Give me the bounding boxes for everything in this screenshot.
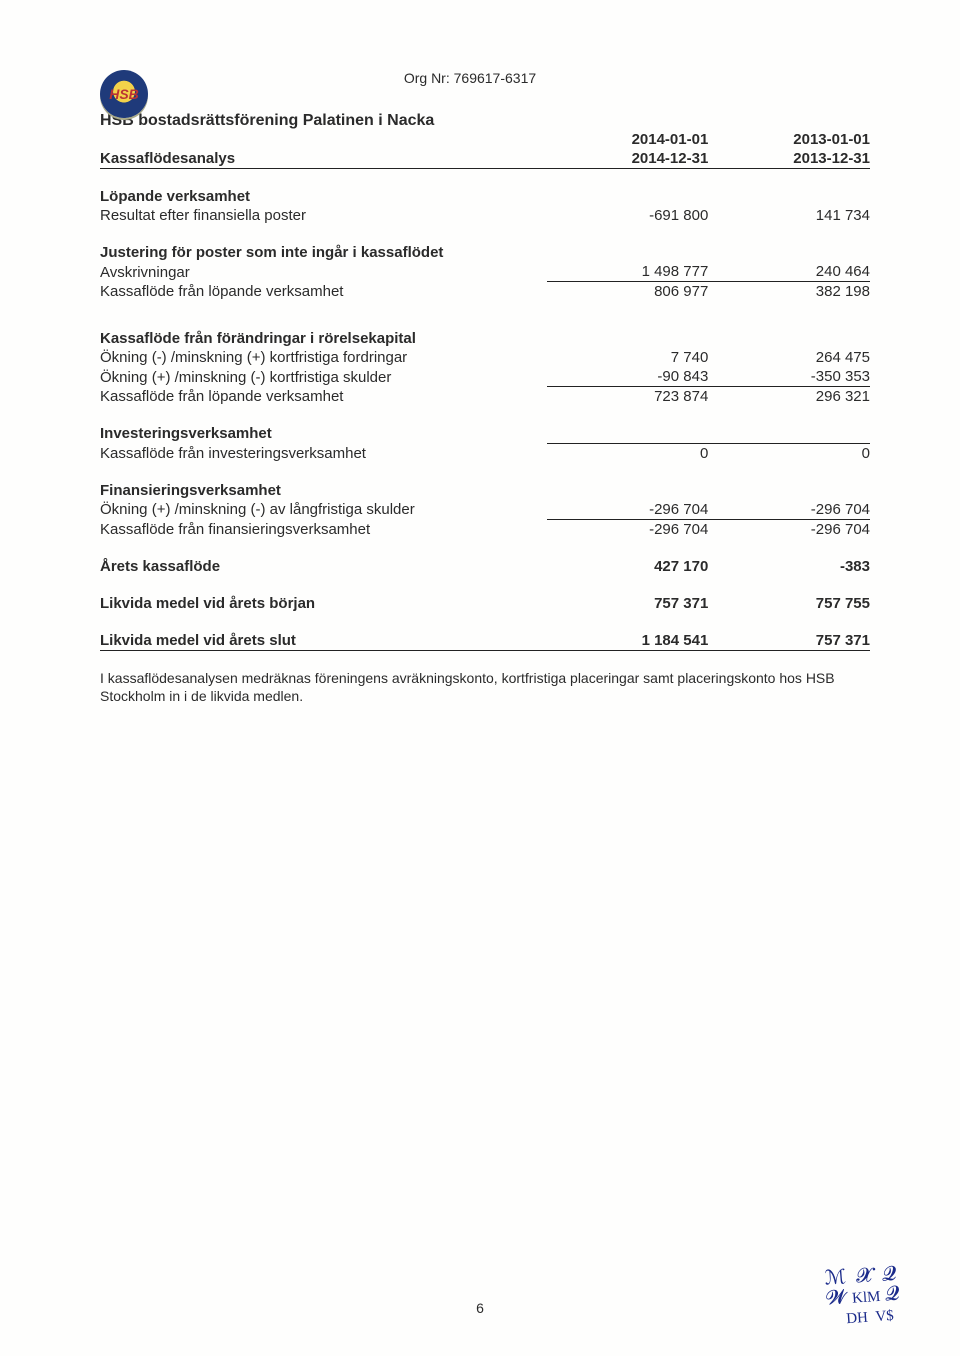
row-val-c1: 1 184 541	[547, 631, 709, 651]
row-label: Resultat efter finansiella poster	[100, 206, 547, 225]
section-heading: Kassaflöde från förändringar i rörelseka…	[100, 329, 547, 348]
row-label: Ökning (+) /minskning (-) kortfristiga s…	[100, 367, 547, 387]
row-val-c1: 757 371	[547, 594, 709, 613]
row-val-c1: 1 498 777	[547, 262, 709, 282]
row-label: Årets kassaflöde	[100, 557, 547, 576]
row-label: Kassaflöde från investeringsverksamhet	[100, 443, 547, 463]
table-row: Kassaflöde från löpande verksamhet 806 9…	[100, 282, 870, 302]
row-val-c2: 382 198	[708, 282, 870, 302]
row-label: Kassaflöde från löpande verksamhet	[100, 387, 547, 407]
org-title: HSB bostadsrättsförening Palatinen i Nac…	[100, 112, 870, 130]
row-val-c2: -296 704	[708, 519, 870, 539]
table-row: Kassaflöde från finansieringsverksamhet …	[100, 519, 870, 539]
table-main-label: Kassaflödesanalys	[100, 149, 547, 169]
col2-period-end: 2013-12-31	[708, 149, 870, 169]
row-label: Ökning (-) /minskning (+) kortfristiga f…	[100, 348, 547, 367]
table-row: Avskrivningar 1 498 777 240 464	[100, 262, 870, 282]
row-label: Ökning (+) /minskning (-) av långfristig…	[100, 500, 547, 520]
row-val-c2: 264 475	[708, 348, 870, 367]
section-heading: Finansieringsverksamhet	[100, 481, 547, 500]
row-val-c1: -90 843	[547, 367, 709, 387]
footnote: I kassaflödesanalysen medräknas förening…	[100, 669, 870, 707]
handwritten-initials: ℳ 𝓧 𝓠𝓦 KlM 𝓠 DH V$	[824, 1264, 902, 1329]
section-heading: Löpande verksamhet	[100, 187, 547, 206]
row-val-c2: 757 755	[708, 594, 870, 613]
section-heading: Justering för poster som inte ingår i ka…	[100, 243, 547, 262]
row-val-c2: -296 704	[708, 500, 870, 520]
col1-period-start: 2014-01-01	[547, 130, 709, 149]
col1-period-end: 2014-12-31	[547, 149, 709, 169]
row-label: Kassaflöde från finansieringsverksamhet	[100, 519, 547, 539]
row-val-c1: 806 977	[547, 282, 709, 302]
table-row: Ökning (+) /minskning (-) kortfristiga s…	[100, 367, 870, 387]
row-val-c1: -296 704	[547, 500, 709, 520]
table-row: Ökning (-) /minskning (+) kortfristiga f…	[100, 348, 870, 367]
table-row: Årets kassaflöde 427 170 -383	[100, 557, 870, 576]
cashflow-table: 2014-01-01 2013-01-01 Kassaflödesanalys …	[100, 130, 870, 651]
section-heading: Investeringsverksamhet	[100, 424, 547, 443]
page-number: 6	[0, 1300, 960, 1316]
row-val-c2: 757 371	[708, 631, 870, 651]
table-row: Likvida medel vid årets början 757 371 7…	[100, 594, 870, 613]
row-label: Likvida medel vid årets slut	[100, 631, 547, 651]
row-val-c2: 240 464	[708, 262, 870, 282]
row-label: Avskrivningar	[100, 262, 547, 282]
table-row: Resultat efter finansiella poster -691 8…	[100, 206, 870, 225]
row-val-c1: 427 170	[547, 557, 709, 576]
col2-period-start: 2013-01-01	[708, 130, 870, 149]
row-val-c1: 0	[547, 443, 709, 463]
org-number: Org Nr: 769617-6317	[100, 70, 620, 86]
row-val-c1: -296 704	[547, 519, 709, 539]
row-val-c2: 141 734	[708, 206, 870, 225]
row-val-c1: -691 800	[547, 206, 709, 225]
table-row: Kassaflöde från löpande verksamhet 723 8…	[100, 387, 870, 407]
row-val-c2: -383	[708, 557, 870, 576]
table-row: Likvida medel vid årets slut 1 184 541 7…	[100, 631, 870, 651]
hsb-logo-text: HSB	[109, 86, 139, 102]
row-label: Likvida medel vid årets början	[100, 594, 547, 613]
row-val-c2: 0	[708, 443, 870, 463]
hsb-logo: HSB	[100, 70, 148, 118]
table-row: Ökning (+) /minskning (-) av långfristig…	[100, 500, 870, 520]
row-val-c1: 723 874	[547, 387, 709, 407]
row-val-c2: 296 321	[708, 387, 870, 407]
table-row: Kassaflöde från investeringsverksamhet 0…	[100, 443, 870, 463]
row-label: Kassaflöde från löpande verksamhet	[100, 282, 547, 302]
row-val-c2: -350 353	[708, 367, 870, 387]
row-val-c1: 7 740	[547, 348, 709, 367]
